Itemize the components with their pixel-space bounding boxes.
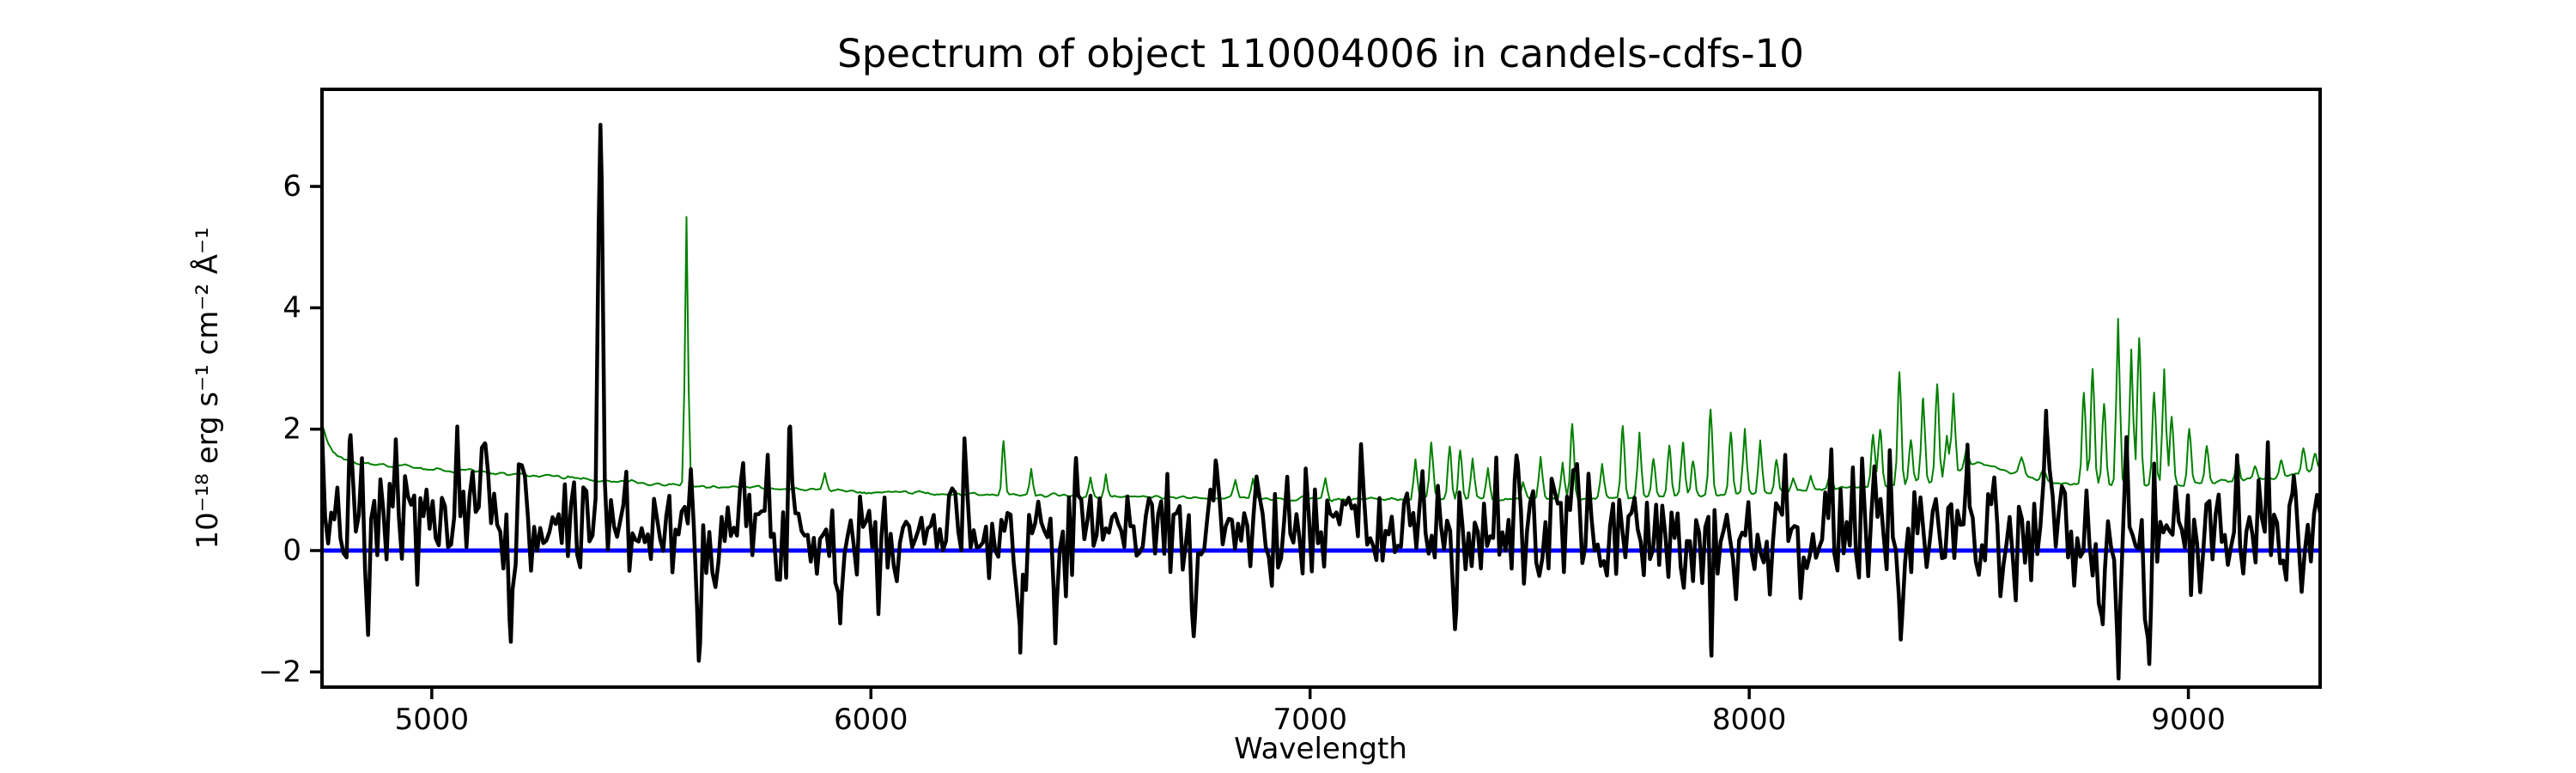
y-tick-label: 2 (283, 412, 301, 447)
y-tick-label: 0 (283, 533, 301, 568)
y-axis-label: 10⁻¹⁸ erg s⁻¹ cm⁻² Å⁻¹ (191, 227, 225, 550)
flux-spectrum-line (322, 122, 2320, 681)
y-tick-label: −2 (258, 654, 301, 689)
y-tick-label: 4 (283, 290, 301, 325)
x-tick-label: 6000 (834, 703, 908, 737)
x-tick-label: 7000 (1273, 703, 1347, 737)
chart-title: Spectrum of object 110004006 in candels-… (837, 31, 1804, 76)
y-tick-label: 6 (283, 169, 301, 204)
x-tick-label: 9000 (2151, 703, 2226, 737)
x-axis-label: Wavelength (1234, 732, 1407, 766)
plot-area (322, 122, 2320, 681)
x-tick-label: 8000 (1712, 703, 1787, 737)
axes-frame (320, 88, 2322, 689)
noise-spectrum-line (322, 216, 2320, 502)
x-tick-label: 5000 (395, 703, 470, 737)
